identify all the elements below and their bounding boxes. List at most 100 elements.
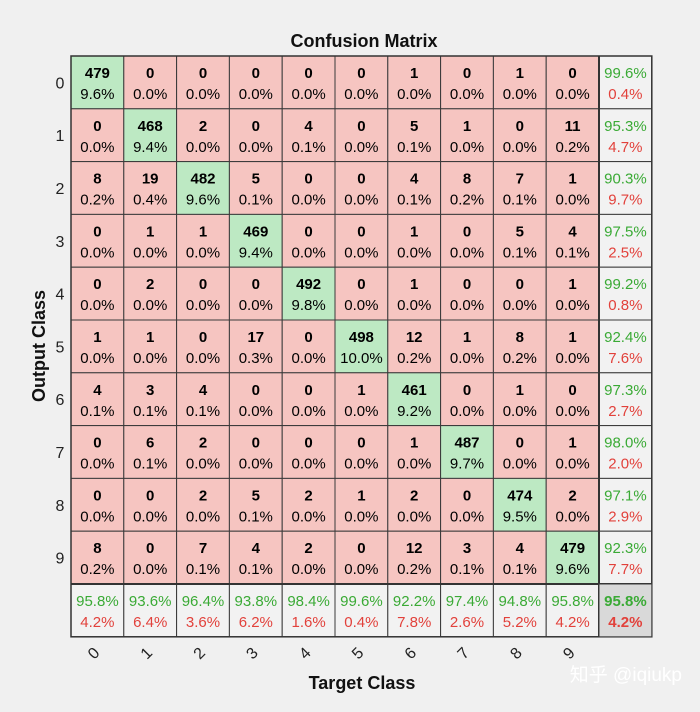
matrix-cell-background: [440, 372, 494, 427]
matrix-cell-count: 4: [199, 382, 208, 399]
matrix-cell-count: 498: [349, 329, 374, 346]
matrix-cell-count: 0: [304, 329, 312, 346]
matrix-cell: 0 0.0%: [281, 213, 336, 268]
x-tick-label: 7: [455, 645, 473, 663]
matrix-cell: 3 0.1%: [440, 530, 494, 585]
row-summary-background: [598, 319, 653, 374]
column-summary-error: 0.4%: [344, 614, 378, 631]
matrix-cell-background: [387, 108, 442, 163]
matrix-cell-count: 8: [516, 329, 524, 346]
column-summary-correct: 96.4%: [182, 593, 225, 610]
matrix-cell: 0 0.0%: [334, 530, 389, 585]
matrix-cell: 5 0.1%: [228, 161, 283, 215]
x-tick-label: 3: [243, 645, 261, 663]
matrix-cell-percent: 0.0%: [291, 86, 325, 103]
row-summary-correct: 99.6%: [604, 65, 647, 82]
matrix-cell: 1 0.0%: [545, 319, 600, 374]
matrix-cell: 1 0.0%: [545, 266, 600, 321]
row-summary-cell: 92.3% 7.7%: [598, 530, 653, 585]
matrix-cell-count: 0: [463, 223, 471, 240]
matrix-cell-percent: 0.0%: [239, 86, 273, 103]
matrix-cell-percent: 0.0%: [80, 297, 114, 314]
matrix-cell-count: 1: [568, 329, 576, 346]
row-summary-error: 2.0%: [608, 456, 642, 473]
y-tick-label: 1: [56, 128, 65, 145]
matrix-cell: 0 0.0%: [228, 372, 283, 427]
matrix-cell-count: 0: [516, 276, 524, 293]
matrix-cell-count: 0: [252, 118, 260, 135]
matrix-cell: 0 0.0%: [334, 108, 389, 163]
matrix-cell-percent: 0.0%: [555, 508, 589, 525]
y-axis-label: Output Class: [29, 290, 49, 402]
column-summary-correct: 97.4%: [446, 593, 489, 610]
matrix-cell-count: 12: [406, 329, 423, 346]
column-summary-background: [387, 583, 442, 638]
matrix-cell-count: 1: [568, 276, 576, 293]
matrix-cell-count: 4: [252, 540, 261, 557]
matrix-cell-background: [492, 372, 547, 427]
matrix-cell-count: 0: [146, 540, 154, 557]
matrix-cell-background: [440, 477, 494, 532]
matrix-cell-background: [281, 161, 336, 215]
matrix-cell-background: [228, 372, 283, 427]
matrix-cell: 1 0.0%: [123, 319, 178, 374]
matrix-cell-count: 0: [304, 223, 312, 240]
matrix-cell-count: 0: [463, 382, 471, 399]
matrix-cell-percent: 0.1%: [450, 561, 484, 578]
matrix-cell-background: [387, 372, 442, 427]
column-summary-cell: 97.4% 2.6%: [440, 583, 494, 638]
matrix-cell-percent: 0.1%: [397, 139, 431, 156]
row-summary-error: 7.7%: [608, 561, 642, 578]
column-summary-cell: 99.6% 0.4%: [334, 583, 389, 638]
matrix-cell-percent: 0.1%: [239, 192, 273, 209]
matrix-cell-percent: 9.6%: [186, 192, 220, 209]
matrix-cell-percent: 0.0%: [80, 350, 114, 367]
matrix-cell-count: 1: [93, 329, 101, 346]
matrix-cell-count: 0: [568, 65, 576, 82]
x-tick-label: 2: [191, 645, 209, 663]
matrix-cell: 1 0.0%: [440, 108, 494, 163]
row-summary-background: [598, 425, 653, 479]
matrix-cell-count: 8: [93, 540, 101, 557]
row-summary-correct: 90.3%: [604, 171, 647, 188]
row-summary-cell: 90.3% 9.7%: [598, 161, 653, 215]
matrix-cell-count: 0: [93, 487, 101, 504]
matrix-cell-count: 12: [406, 540, 423, 557]
matrix-cell-percent: 0.0%: [555, 297, 589, 314]
matrix-cell-count: 1: [463, 329, 471, 346]
matrix-cell: 0 0.0%: [281, 319, 336, 374]
matrix-cell: 0 0.0%: [123, 55, 178, 110]
column-summary-error: 1.6%: [291, 614, 325, 631]
matrix-cell: 1 0.0%: [387, 425, 442, 479]
matrix-cell: 487 9.7%: [440, 425, 494, 479]
matrix-cell-background: [281, 319, 336, 374]
matrix-cell-percent: 0.0%: [291, 456, 325, 473]
matrix-cell: 0 0.0%: [281, 55, 336, 110]
matrix-cell-count: 1: [410, 65, 418, 82]
matrix-cell-count: 0: [568, 382, 576, 399]
matrix-cell-background: [176, 161, 230, 215]
row-summary-correct: 95.3%: [604, 118, 647, 135]
matrix-cell-percent: 0.0%: [450, 86, 484, 103]
y-tick-label: 8: [56, 498, 65, 515]
matrix-cell-count: 474: [507, 487, 533, 504]
x-tick-label: 0: [85, 645, 103, 663]
matrix-cell: 5 0.1%: [492, 213, 547, 268]
matrix-cell-count: 479: [560, 540, 585, 557]
matrix-cell: 0 0.0%: [440, 55, 494, 110]
matrix-cell: 0 0.0%: [334, 213, 389, 268]
matrix-cell-background: [387, 530, 442, 585]
matrix-cell-percent: 0.0%: [186, 456, 220, 473]
column-summary-error: 4.2%: [555, 614, 589, 631]
column-summary-error: 3.6%: [186, 614, 220, 631]
matrix-cell-count: 5: [252, 171, 260, 188]
matrix-cell: 8 0.2%: [440, 161, 494, 215]
matrix-cell: 474 9.5%: [492, 477, 547, 532]
matrix-cell-percent: 0.2%: [503, 350, 537, 367]
matrix-cell-background: [334, 319, 389, 374]
matrix-cell-percent: 0.1%: [555, 244, 589, 261]
matrix-cell-count: 4: [516, 540, 525, 557]
matrix-cell-percent: 0.0%: [450, 244, 484, 261]
matrix-cell: 7 0.1%: [492, 161, 547, 215]
matrix-cell-count: 0: [357, 223, 365, 240]
